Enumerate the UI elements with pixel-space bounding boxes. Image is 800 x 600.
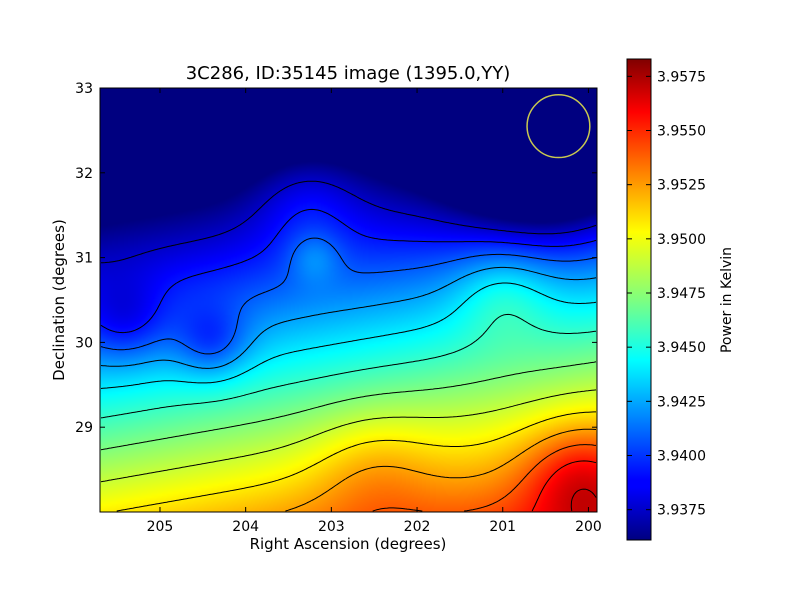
y-tick-label: 32 [75, 166, 93, 182]
x-tick-label: 205 [147, 519, 174, 535]
contour-line [100, 313, 597, 419]
y-axis: 29 30 31 32 33 [75, 81, 597, 436]
colorbar-tick-label: 3.9425 [657, 394, 706, 410]
y-tick-label: 31 [75, 251, 93, 267]
x-tick-label: 203 [318, 519, 345, 535]
contour-line [100, 208, 597, 334]
colorbar-ticks: 3.9375 3.9400 3.9425 3.9450 3.9475 3.9500 3.95… [627, 69, 706, 519]
contour-line [100, 282, 597, 389]
colorbar: 3.9375 3.9400 3.9425 3.9450 3.9475 3.9500 3.95… [626, 58, 735, 541]
colorbar-tick-label: 3.9500 [657, 232, 706, 248]
contour-line [285, 428, 597, 512]
colorbar-tick-label: 3.9550 [657, 124, 706, 140]
colorbar-tick-label: 3.9400 [657, 449, 706, 465]
contour-line [100, 361, 597, 451]
contour-lines [100, 180, 597, 512]
contour-line [531, 460, 597, 512]
x-tick-label: 202 [404, 519, 431, 535]
contour-line [372, 444, 597, 512]
contour-line [100, 389, 597, 483]
contour-line [570, 488, 597, 512]
colorbar-tick-label: 3.9525 [657, 178, 706, 194]
x-tick-label: 201 [489, 519, 516, 535]
colorbar-tick-label: 3.9475 [657, 286, 706, 302]
beam-marker-circle [526, 94, 591, 159]
contour-line [100, 237, 597, 355]
colorbar-gradient [626, 58, 652, 541]
y-tick-label: 29 [75, 420, 93, 436]
x-tick-label: 204 [232, 519, 259, 535]
chart-title: 3C286, ID:35145 image (1395.0,YY) [186, 63, 511, 84]
y-tick-label: 33 [75, 81, 93, 97]
contour-line [100, 180, 597, 264]
colorbar-tick-label: 3.9575 [657, 69, 706, 85]
contour-line [116, 411, 596, 512]
x-axis-label: Right Ascension (degrees) [250, 535, 447, 553]
heatmap-image [100, 88, 597, 512]
colorbar-tick-label: 3.9450 [657, 340, 706, 356]
y-tick-label: 30 [75, 335, 93, 351]
x-tick-label: 200 [575, 519, 602, 535]
heatmap-plot: 205 204 203 202 201 200 29 30 31 32 33 [75, 81, 602, 535]
x-axis: 205 204 203 202 201 200 [147, 88, 602, 535]
colorbar-label: Power in Kelvin [719, 247, 735, 353]
plot-frame [99, 87, 598, 513]
colorbar-tick-label: 3.9375 [657, 503, 706, 519]
y-axis-label: Declination (degrees) [50, 219, 68, 381]
contour-line [100, 266, 597, 369]
